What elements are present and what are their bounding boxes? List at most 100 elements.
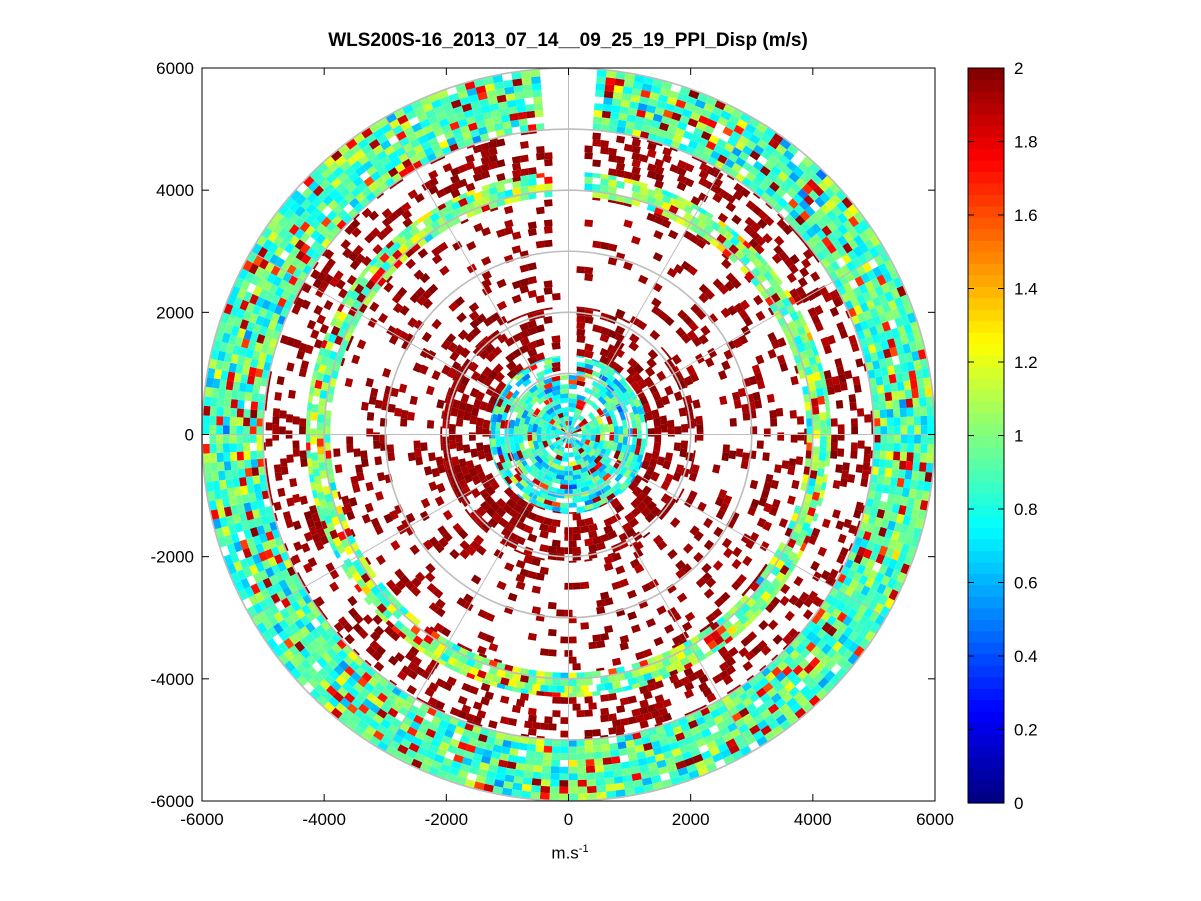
data-cell — [592, 139, 601, 147]
data-cell — [891, 549, 901, 561]
data-cell — [636, 751, 647, 760]
data-cell — [883, 348, 892, 359]
data-cell — [731, 750, 744, 761]
data-cell — [449, 707, 460, 717]
data-cell — [784, 176, 796, 188]
data-cell — [226, 294, 237, 306]
data-cell — [721, 360, 731, 371]
data-cell — [839, 381, 848, 391]
data-cell — [236, 417, 244, 426]
data-cell — [714, 100, 726, 111]
data-cell — [656, 540, 668, 551]
data-cell — [237, 460, 245, 470]
data-cell — [476, 740, 486, 749]
data-cell — [240, 373, 249, 384]
data-cell — [654, 158, 665, 168]
data-cell — [756, 138, 769, 150]
data-cell — [314, 683, 326, 695]
data-cell — [689, 525, 700, 536]
data-cell — [306, 450, 312, 459]
data-cell — [518, 742, 528, 751]
data-cell — [907, 545, 917, 557]
data-cell — [405, 110, 417, 121]
data-cell — [361, 127, 373, 139]
data-cell — [731, 391, 741, 401]
data-cell — [833, 580, 843, 591]
data-cell — [784, 610, 795, 622]
data-cell — [457, 741, 468, 751]
data-cell — [319, 178, 331, 190]
data-cell — [544, 183, 553, 191]
data-cell — [514, 91, 525, 100]
data-cell — [641, 736, 651, 745]
data-cell — [233, 316, 243, 328]
data-cell — [886, 279, 897, 292]
data-cell — [917, 349, 927, 360]
data-cell — [846, 289, 857, 301]
data-cell — [755, 171, 767, 182]
data-cell — [847, 238, 859, 250]
data-cell — [779, 138, 792, 150]
data-cell — [600, 737, 610, 745]
data-cell — [661, 658, 672, 668]
data-cell — [488, 666, 499, 676]
data-cell — [654, 165, 665, 175]
data-cell — [885, 356, 894, 367]
data-cell — [559, 484, 569, 490]
data-cell — [831, 608, 842, 619]
data-cell — [278, 630, 289, 642]
data-cell — [223, 461, 232, 471]
data-cell — [799, 591, 810, 602]
data-cell — [245, 383, 254, 393]
data-cell — [325, 231, 337, 243]
data-cell — [806, 418, 814, 427]
data-cell — [253, 376, 262, 386]
data-cell — [374, 399, 383, 409]
data-cell — [618, 748, 628, 757]
data-cell — [247, 605, 258, 618]
data-cell — [280, 568, 291, 580]
data-cell — [324, 674, 336, 686]
data-cell — [728, 744, 740, 755]
data-cell — [611, 581, 622, 590]
data-cell — [852, 611, 864, 623]
data-cell — [667, 549, 678, 560]
data-cell — [769, 269, 779, 279]
data-cell — [552, 672, 561, 680]
data-cell — [603, 764, 613, 772]
data-cell — [541, 434, 547, 442]
data-cell — [560, 730, 569, 738]
data-cell — [399, 722, 410, 733]
data-cell — [219, 479, 227, 490]
data-cell — [429, 212, 440, 223]
data-cell — [669, 164, 680, 174]
data-cell — [425, 130, 437, 141]
data-cell — [636, 421, 642, 431]
data-cell — [407, 661, 418, 672]
data-cell — [559, 388, 569, 394]
data-cell — [504, 86, 515, 95]
data-cell — [527, 533, 538, 543]
data-cell — [838, 583, 849, 594]
data-cell — [799, 685, 812, 697]
data-cell — [367, 677, 379, 688]
data-cell — [549, 793, 560, 801]
data-cell — [853, 509, 862, 519]
data-cell — [808, 535, 818, 546]
data-cell — [327, 333, 337, 344]
data-cell — [527, 289, 537, 299]
data-cell — [436, 482, 446, 493]
data-cell — [771, 666, 782, 677]
data-cell — [473, 675, 483, 683]
data-cell — [507, 679, 518, 688]
data-cell — [236, 443, 244, 452]
data-cell — [596, 791, 607, 800]
data-cell — [306, 191, 318, 204]
data-cell — [532, 771, 542, 780]
data-cell — [488, 186, 498, 196]
data-cell — [280, 466, 289, 475]
data-cell — [380, 260, 392, 272]
data-cell — [525, 757, 535, 765]
data-cell — [544, 678, 553, 686]
data-cell — [415, 696, 424, 703]
